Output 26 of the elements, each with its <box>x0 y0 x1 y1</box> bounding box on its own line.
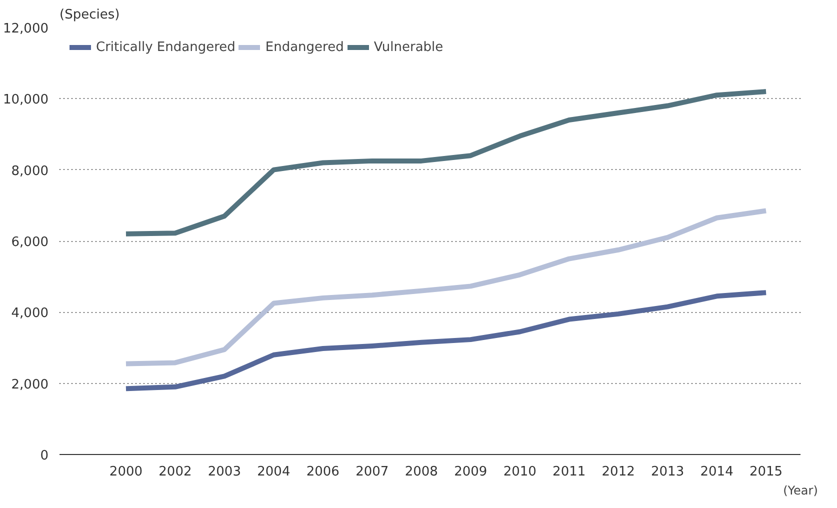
y-axis-title: (Species) <box>60 8 120 22</box>
y-tick-label: 2,000 <box>11 377 48 392</box>
x-tick-label: 2003 <box>208 464 241 480</box>
y-tick-label: 6,000 <box>11 235 48 250</box>
y-tick-label: 10,000 <box>3 92 49 108</box>
y-tick-label: 12,000 <box>3 22 49 36</box>
x-tick-label: 2002 <box>158 464 192 480</box>
x-tick-label: 2000 <box>109 464 143 480</box>
x-tick-label: 2006 <box>306 464 340 480</box>
x-tick-label: 2013 <box>651 464 684 480</box>
y-tick-label: 4,000 <box>11 306 48 322</box>
x-tick-label: 2009 <box>454 464 488 480</box>
legend-label: Endangered <box>265 40 344 54</box>
x-tick-label: 2008 <box>404 464 438 480</box>
x-tick-label: 2010 <box>503 464 536 480</box>
y-tick-label: 8,000 <box>11 164 48 179</box>
x-tick-label: 2012 <box>602 464 635 480</box>
x-tick-label: 2007 <box>356 464 389 480</box>
x-tick-label: 2004 <box>257 464 290 480</box>
y-tick-label: 0 <box>40 448 49 464</box>
x-axis-title: (Year) <box>783 484 818 498</box>
legend-label: Vulnerable <box>374 40 444 54</box>
legend-label: Critically Endangered <box>96 40 236 54</box>
x-tick-label: 2014 <box>700 464 734 480</box>
x-tick-label: 2011 <box>552 464 586 480</box>
x-tick-label: 2015 <box>749 464 783 480</box>
